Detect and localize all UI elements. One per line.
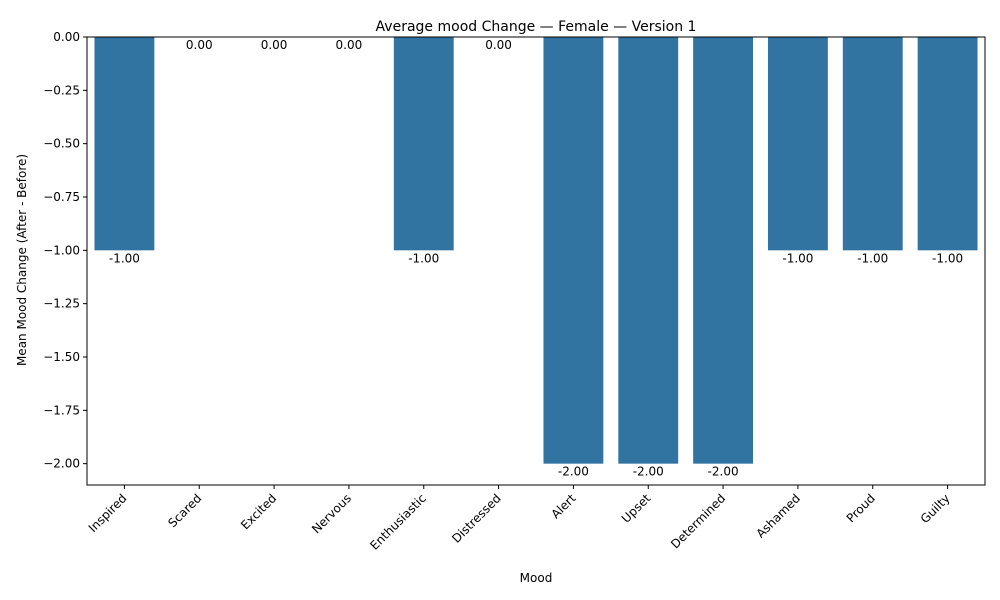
data-label: -2.00 <box>558 465 589 479</box>
x-tick-label: Enthusiastic <box>367 491 428 552</box>
data-labels: -1.00 0.00 0.00 0.00 -1.00 0.00 -2.00 -2.00 -2.0… <box>109 38 963 479</box>
y-tick-label: −1.25 <box>43 297 80 311</box>
data-label: -2.00 <box>633 465 664 479</box>
bar-ashamed <box>767 37 828 251</box>
bar-proud <box>842 37 903 251</box>
y-axis-title: Mean Mood Change (After - Before) <box>15 154 29 366</box>
x-tick-label: Scared <box>165 491 204 530</box>
data-label: 0.00 <box>485 38 512 52</box>
y-tick-label: 0.00 <box>53 30 80 44</box>
bar-upset <box>618 37 679 464</box>
y-tick-label: −1.75 <box>43 403 80 417</box>
x-tick-label: Determined <box>668 491 728 551</box>
bar-enthusiastic <box>393 37 454 251</box>
x-tick-label: Nervous <box>309 491 354 536</box>
data-label: -1.00 <box>932 251 963 265</box>
x-tick-label: Alert <box>548 491 578 521</box>
bar-guilty <box>917 37 978 251</box>
y-tick-label: −0.75 <box>43 190 80 204</box>
x-tick-label: Excited <box>238 491 279 532</box>
plot-frame <box>86 36 986 486</box>
bars-layer <box>94 37 978 464</box>
data-label: -1.00 <box>857 251 888 265</box>
axes-frame <box>83 36 986 489</box>
y-tick-label: −1.50 <box>43 350 80 364</box>
data-label: 0.00 <box>261 38 288 52</box>
x-tick-label: Guilty <box>918 491 953 526</box>
data-label: -1.00 <box>782 251 813 265</box>
data-label: -1.00 <box>109 251 140 265</box>
data-label: 0.00 <box>336 38 363 52</box>
bar-inspired <box>94 37 155 251</box>
x-tick-label: Inspired <box>86 491 130 535</box>
data-label: -2.00 <box>708 465 739 479</box>
x-tick-label: Upset <box>619 491 654 526</box>
y-tick-label: −1.00 <box>43 243 80 257</box>
data-label: -1.00 <box>408 251 439 265</box>
y-tick-label: −2.00 <box>43 457 80 471</box>
x-tick-label: Ashamed <box>753 491 803 541</box>
y-axis-tick-labels: 0.00 −0.25 −0.50 −0.75 −1.00 −1.25 −1.50 −1.75 −… <box>43 30 80 471</box>
chart-title: Average mood Change — Female — Version 1 <box>376 19 697 35</box>
x-tick-label: Proud <box>844 491 878 525</box>
bar-determined <box>693 37 754 464</box>
x-axis-title: Mood <box>520 571 553 585</box>
x-tick-label: Distressed <box>449 491 504 546</box>
y-tick-label: −0.25 <box>43 83 80 97</box>
bar-alert <box>543 37 604 464</box>
data-label: 0.00 <box>186 38 213 52</box>
y-tick-label: −0.50 <box>43 137 80 151</box>
x-axis-tick-labels: Inspired Scared Excited Nervous Enthusiastic… <box>86 491 953 553</box>
